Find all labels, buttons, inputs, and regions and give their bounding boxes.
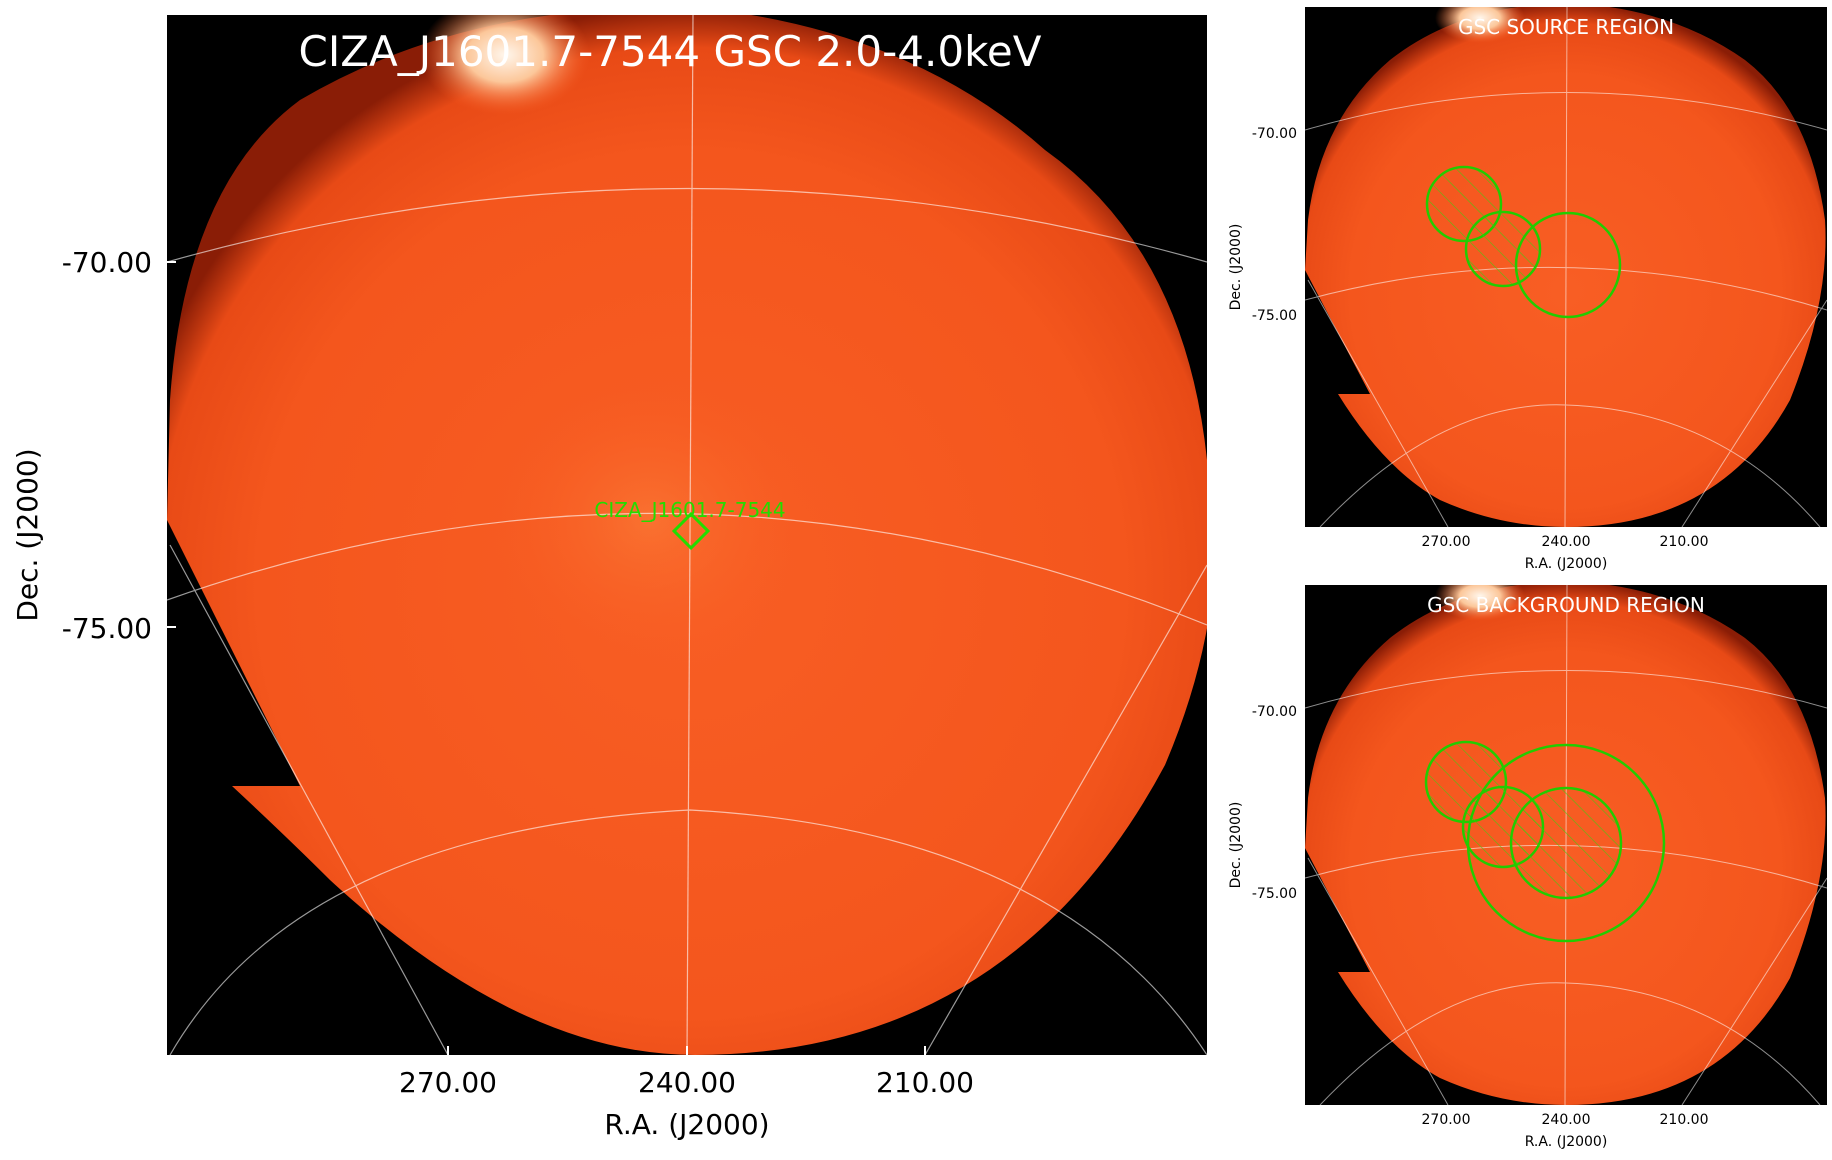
ra-tick-label: 270.00 (399, 1066, 497, 1099)
ra-axis-label: R.A. (J2000) (1525, 556, 1608, 572)
source-region-panel: GSC SOURCE REGION -70.00 -75.00 270.00 2… (1228, 7, 1827, 572)
bright-source-glow (420, 15, 590, 115)
main-tick-marks (167, 261, 926, 1055)
dec-tick-label: -70.00 (62, 246, 152, 279)
background-annulus-circle (1466, 743, 1666, 943)
dec-tick-label: -70.00 (1252, 704, 1297, 720)
dec-tick-label: -75.00 (1252, 308, 1297, 324)
ra-axis-label: R.A. (J2000) (604, 1108, 769, 1141)
dec-axis-label: Dec. (J2000) (1228, 224, 1244, 311)
main-title: CIZA_J1601.7-7544 GSC 2.0-4.0keV (299, 27, 1042, 76)
dec-tick-label: -70.00 (1252, 126, 1297, 142)
ra-tick-label: 240.00 (1542, 1112, 1591, 1128)
main-panel: CIZA_J1601.7-7544 CIZA_J1601.7-7544 GSC … (11, 15, 1207, 1141)
cluster-emission (490, 380, 810, 660)
ra-tick-label: 240.00 (1542, 534, 1591, 550)
ra-tick-label: 210.00 (1660, 1112, 1709, 1128)
dec-tick-label: -75.00 (62, 612, 152, 645)
source-coordinate-grid (1305, 7, 1827, 527)
dec-axis-label: Dec. (J2000) (1228, 802, 1244, 889)
ra-tick-label: 210.00 (1660, 534, 1709, 550)
ra-tick-label: 210.00 (876, 1066, 974, 1099)
main-image: CIZA_J1601.7-7544 (167, 15, 1207, 1055)
dec-axis-label: Dec. (J2000) (11, 448, 44, 621)
source-region-circle (1514, 211, 1622, 319)
background-image (1305, 585, 1827, 1105)
hatched-source-exclusion-circle (1509, 786, 1623, 900)
background-bright-glow (1435, 585, 1525, 621)
ra-tick-label: 270.00 (1422, 534, 1471, 550)
source-image (1305, 7, 1827, 527)
source-label: CIZA_J1601.7-7544 (594, 498, 785, 522)
source-bright-glow (1435, 7, 1525, 43)
ra-tick-label: 240.00 (638, 1066, 736, 1099)
ra-tick-label: 270.00 (1422, 1112, 1471, 1128)
main-coordinate-grid (167, 15, 1207, 1055)
hatched-exclusion-circle (1464, 210, 1542, 288)
dec-tick-label: -75.00 (1252, 886, 1297, 902)
background-region-panel: GSC BACKGROUND REGION -70.00 -75.00 270.… (1228, 585, 1827, 1150)
source-panel-title: GSC SOURCE REGION (1458, 15, 1674, 39)
ra-axis-label: R.A. (J2000) (1525, 1134, 1608, 1150)
source-marker (671, 511, 711, 551)
background-panel-title: GSC BACKGROUND REGION (1427, 593, 1705, 617)
